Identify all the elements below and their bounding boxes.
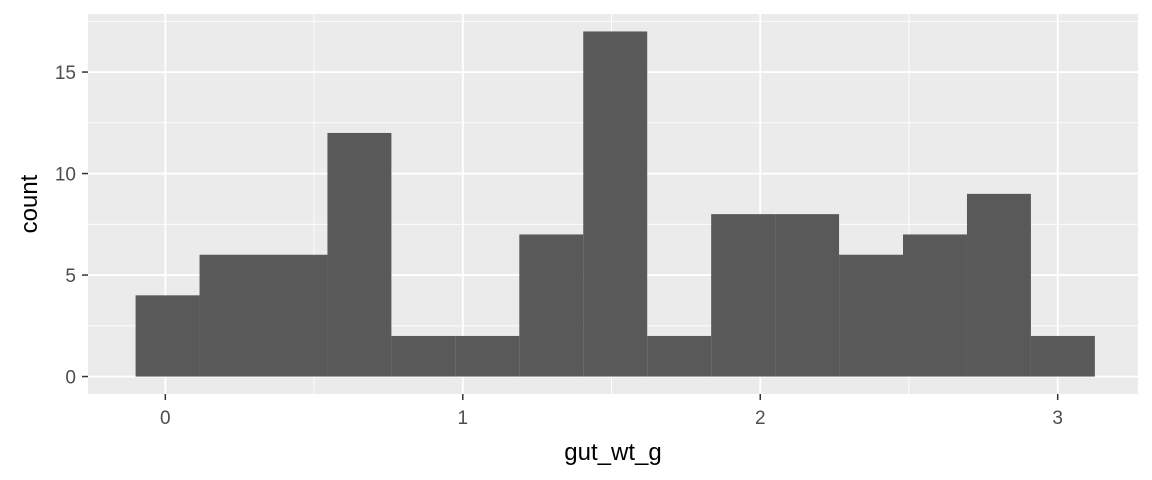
y-axis: 0 5 10 15 [55, 63, 88, 389]
y-tick-label: 10 [55, 165, 76, 186]
y-tick-label: 5 [65, 266, 76, 287]
histogram-bar [391, 335, 456, 377]
histogram-bar [455, 335, 520, 377]
histogram-bar [775, 214, 840, 377]
histogram-bar [583, 31, 648, 377]
y-tick-label: 0 [65, 368, 76, 389]
histogram-bar [711, 214, 776, 377]
x-tick-label: 2 [755, 408, 766, 429]
x-axis-title: gut_wt_g [564, 439, 661, 466]
histogram-bars [135, 31, 1095, 377]
y-tick-label: 15 [55, 63, 76, 84]
x-axis: 0 1 2 3 [160, 394, 1063, 429]
x-tick-label: 0 [160, 408, 171, 429]
histogram-bar [966, 193, 1031, 377]
histogram-bar [327, 132, 392, 377]
histogram-bar [199, 254, 264, 377]
y-axis-title: count [16, 174, 43, 233]
histogram-bar [647, 335, 712, 377]
x-tick-label: 1 [457, 408, 468, 429]
histogram-bar [519, 234, 584, 377]
histogram-bar [1030, 335, 1095, 377]
histogram-bar [903, 234, 967, 377]
histogram-bar [263, 254, 328, 377]
histogram-bar [839, 254, 904, 377]
histogram-bar [135, 295, 200, 377]
x-tick-label: 3 [1052, 408, 1063, 429]
